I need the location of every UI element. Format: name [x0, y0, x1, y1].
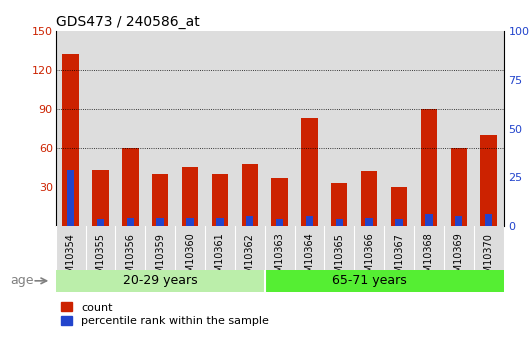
Bar — [152, 174, 169, 226]
Bar — [246, 216, 253, 226]
Bar — [455, 216, 463, 226]
Bar — [324, 226, 354, 271]
Text: GSM10361: GSM10361 — [215, 233, 225, 285]
Bar — [216, 218, 224, 226]
Bar — [116, 226, 145, 271]
Bar — [182, 168, 198, 226]
Text: age: age — [10, 274, 33, 287]
Bar — [354, 226, 384, 271]
Bar — [354, 31, 384, 226]
Bar — [414, 31, 444, 226]
Bar — [186, 218, 194, 226]
Bar — [331, 183, 348, 226]
Text: GSM10359: GSM10359 — [155, 233, 165, 286]
Text: 65-71 years: 65-71 years — [332, 274, 407, 287]
Bar — [324, 31, 354, 226]
Bar — [264, 226, 295, 271]
Bar — [444, 31, 474, 226]
Text: GSM10354: GSM10354 — [66, 233, 76, 286]
Bar — [63, 55, 79, 226]
Bar — [395, 219, 403, 226]
Text: GSM10356: GSM10356 — [125, 233, 135, 286]
Bar — [480, 135, 497, 226]
Bar — [205, 31, 235, 226]
Bar — [92, 170, 109, 226]
Text: GSM10362: GSM10362 — [245, 233, 255, 286]
Text: GSM10355: GSM10355 — [95, 233, 105, 286]
Text: GSM10369: GSM10369 — [454, 233, 464, 285]
Bar — [242, 164, 258, 226]
Bar — [485, 214, 492, 226]
Text: GSM10360: GSM10360 — [185, 233, 195, 285]
Bar — [421, 109, 437, 226]
Bar — [264, 270, 504, 292]
Bar — [156, 218, 164, 226]
Bar — [56, 226, 85, 271]
Bar — [56, 270, 264, 292]
Text: 20-29 years: 20-29 years — [123, 274, 198, 287]
Text: GSM10366: GSM10366 — [364, 233, 374, 285]
Text: GSM10368: GSM10368 — [424, 233, 434, 285]
Bar — [361, 171, 377, 226]
Bar — [391, 187, 407, 226]
Bar — [306, 216, 313, 226]
Bar — [365, 218, 373, 226]
Text: GSM10365: GSM10365 — [334, 233, 344, 286]
Bar — [122, 148, 138, 226]
Bar — [295, 226, 324, 271]
Bar — [474, 31, 503, 226]
Bar — [276, 219, 284, 226]
Bar — [384, 31, 414, 226]
Text: GDS473 / 240586_at: GDS473 / 240586_at — [56, 14, 199, 29]
Bar — [85, 226, 116, 271]
Bar — [127, 218, 134, 226]
Bar — [425, 214, 432, 226]
Bar — [67, 170, 74, 226]
Bar — [301, 118, 317, 226]
Text: GSM10363: GSM10363 — [275, 233, 285, 285]
Text: GSM10367: GSM10367 — [394, 233, 404, 286]
Bar — [85, 31, 116, 226]
Bar — [145, 226, 175, 271]
Bar — [264, 31, 295, 226]
Bar — [205, 226, 235, 271]
Bar — [235, 226, 264, 271]
Bar — [235, 31, 264, 226]
Legend: count, percentile rank within the sample: count, percentile rank within the sample — [61, 302, 269, 326]
Bar — [56, 31, 85, 226]
Bar — [295, 31, 324, 226]
Bar — [175, 226, 205, 271]
Bar — [384, 226, 414, 271]
Bar — [175, 31, 205, 226]
Text: GSM10370: GSM10370 — [483, 233, 493, 286]
Bar — [414, 226, 444, 271]
Bar — [271, 178, 288, 226]
Bar — [450, 148, 467, 226]
Bar — [145, 31, 175, 226]
Bar — [96, 219, 104, 226]
Bar — [474, 226, 503, 271]
Bar — [444, 226, 474, 271]
Text: GSM10364: GSM10364 — [304, 233, 314, 285]
Bar — [116, 31, 145, 226]
Bar — [335, 219, 343, 226]
Bar — [211, 174, 228, 226]
